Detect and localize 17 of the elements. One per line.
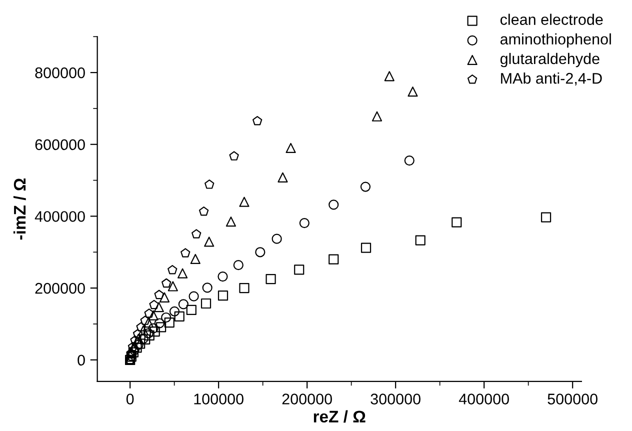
y-tick-label: 0 — [78, 354, 85, 366]
x-tick-label: 400000 — [458, 394, 509, 404]
y-tick-label: 800000 — [35, 67, 85, 78]
x-tick-label: 300000 — [370, 394, 420, 404]
x-tick-label: 100000 — [194, 394, 244, 404]
legend-label: clean electrode — [500, 14, 603, 25]
x-tick-label: 0 — [126, 394, 134, 404]
y-tick-label: 600000 — [35, 139, 85, 150]
legend-label: aminothiophenol — [500, 33, 611, 48]
y-tick-label: 400000 — [34, 211, 85, 222]
legend-label: MAb anti-2,4-D — [501, 72, 602, 86]
y-tick-label: 200000 — [35, 282, 85, 294]
y-axis-title: -imZ / Ω — [13, 178, 26, 240]
x-tick-label: 500000 — [548, 394, 598, 404]
legend-label: glutaraldehyde — [500, 52, 600, 68]
x-tick-label: 200000 — [282, 394, 332, 404]
x-axis-title: reZ / Ω — [314, 410, 366, 423]
